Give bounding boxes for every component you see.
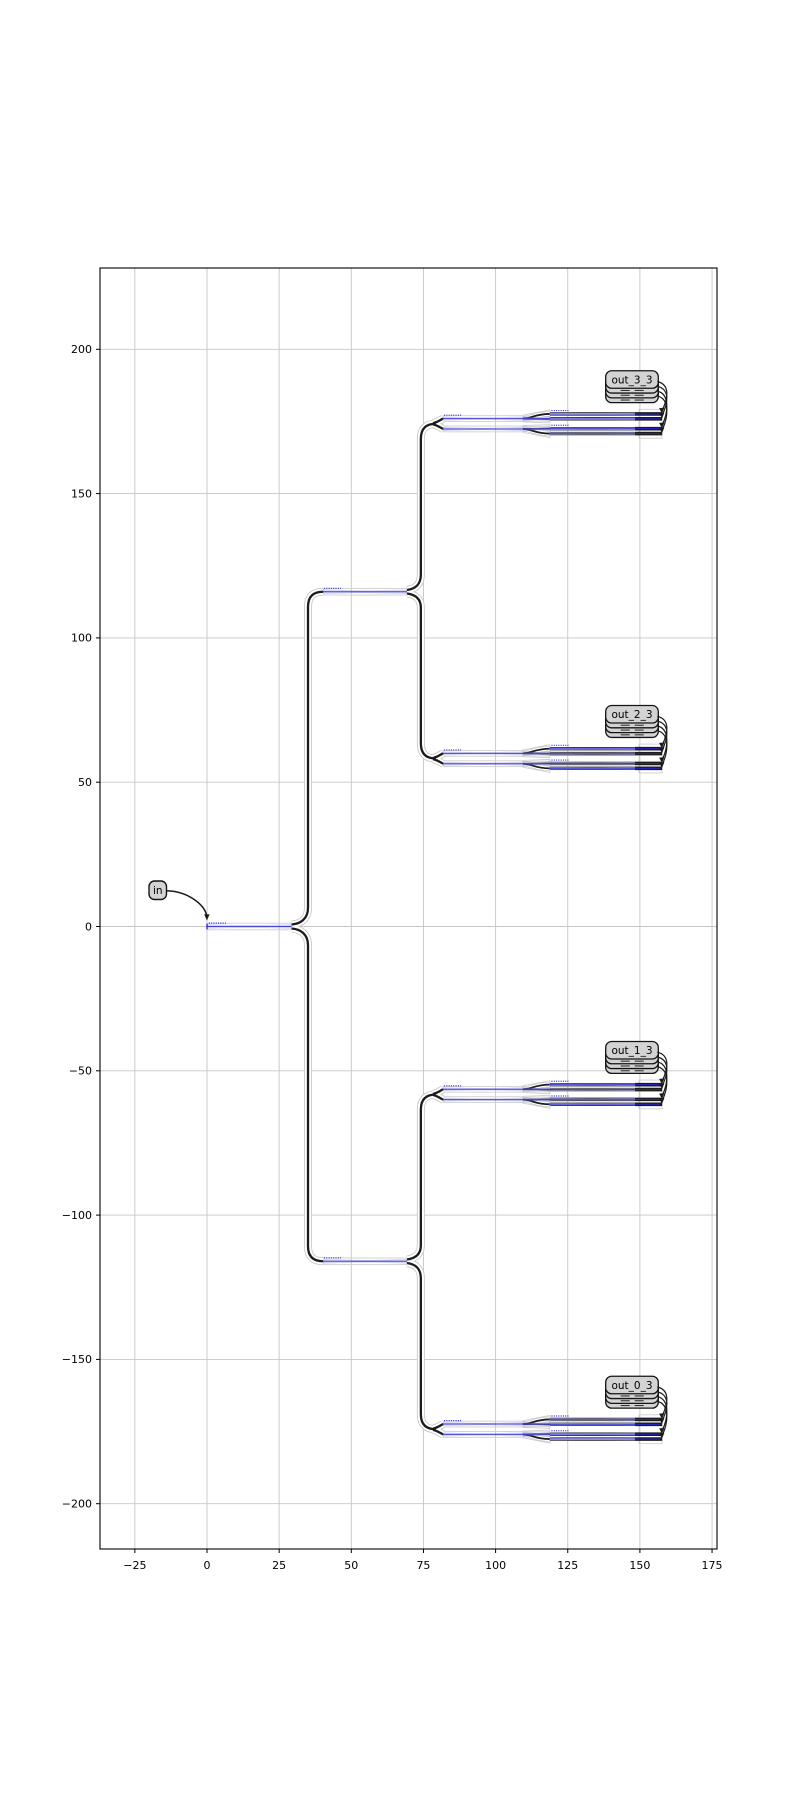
label-arrow (657, 720, 668, 751)
x-tick-label: 75 (416, 1559, 430, 1572)
label-arrow (657, 385, 668, 416)
label-arrow (657, 1051, 668, 1082)
label-arrow (657, 715, 668, 746)
output-label-box (605, 1040, 659, 1060)
label-arrowhead (659, 1093, 665, 1099)
label-arrow (657, 730, 668, 765)
input-arrowhead (204, 914, 210, 921)
x-tick-label: 0 (204, 1559, 211, 1572)
x-tick-label: 150 (629, 1559, 650, 1572)
output-label: out_3_3 (611, 374, 652, 386)
label-arrowhead (659, 1418, 665, 1424)
x-axis-ticks: −25 0 25 50 75 100 125 150 175 (123, 1549, 723, 1572)
label-arrow (657, 1400, 668, 1436)
y-tick-label: 100 (71, 632, 92, 645)
x-tick-label: 25 (272, 1559, 286, 1572)
label-arrow (657, 380, 668, 411)
y-tick-label: −200 (62, 1498, 92, 1511)
y-tick-label: 50 (78, 776, 92, 789)
label-arrow (657, 1066, 668, 1101)
label-arrowhead (659, 757, 665, 764)
y-tick-label: 0 (85, 920, 92, 933)
y-tick-label: 150 (71, 487, 92, 500)
label-arrowhead (659, 1432, 665, 1439)
x-tick-label: 50 (344, 1559, 358, 1572)
y-tick-label: −50 (69, 1065, 92, 1078)
x-tick-label: −25 (123, 1559, 146, 1572)
label-arrowhead (659, 412, 665, 419)
netlist-connections (206, 409, 661, 1441)
input-label: in (153, 885, 163, 897)
label-arrowhead (659, 1427, 665, 1434)
input-label-box (148, 880, 168, 901)
label-arrowhead (659, 407, 665, 414)
output-label-box (605, 370, 659, 389)
y-tick-label: −100 (62, 1209, 92, 1222)
output-cluster-out_2_3: out_2_3 (605, 704, 668, 768)
output-label-box (605, 704, 659, 724)
label-arrowhead (659, 1078, 665, 1085)
x-tick-label: 100 (485, 1559, 506, 1572)
label-arrowhead (659, 422, 665, 429)
label-arrow (657, 1061, 668, 1096)
label-arrow (657, 1396, 668, 1431)
axes-frame (99, 267, 718, 1550)
input-arrow (166, 890, 208, 917)
output-cluster-out_3_3: out_3_3 (605, 370, 668, 434)
output-label: out_1_3 (611, 1045, 652, 1057)
x-tick-label: 175 (702, 1559, 723, 1572)
label-arrowhead (659, 762, 665, 768)
output-label: out_2_3 (611, 709, 652, 721)
label-arrowhead (659, 1098, 665, 1104)
label-arrowhead (659, 742, 665, 749)
label-arrowhead (659, 427, 665, 434)
output-cluster-out_1_3: out_1_3 (605, 1040, 668, 1104)
label-arrow (657, 725, 668, 760)
label-arrow (657, 1386, 668, 1416)
grid (100, 268, 717, 1549)
label-arrow (657, 1056, 668, 1087)
y-axis-ticks: −200 −150 −100 −50 0 50 100 150 200 (62, 343, 100, 1511)
y-tick-label: −150 (62, 1353, 92, 1366)
label-arrow (657, 395, 668, 431)
output-label: out_0_3 (611, 1380, 652, 1392)
input-node: in (148, 880, 210, 921)
output-cluster-out_0_3: out_0_3 (605, 1375, 668, 1439)
x-tick-label: 125 (557, 1559, 578, 1572)
y-tick-label: 200 (71, 343, 92, 356)
label-arrow (657, 1391, 668, 1421)
label-arrowhead (659, 1413, 665, 1420)
output-label-box (605, 1375, 659, 1395)
label-arrowhead (659, 747, 665, 754)
label-arrow (657, 390, 668, 426)
label-arrowhead (659, 1083, 665, 1090)
